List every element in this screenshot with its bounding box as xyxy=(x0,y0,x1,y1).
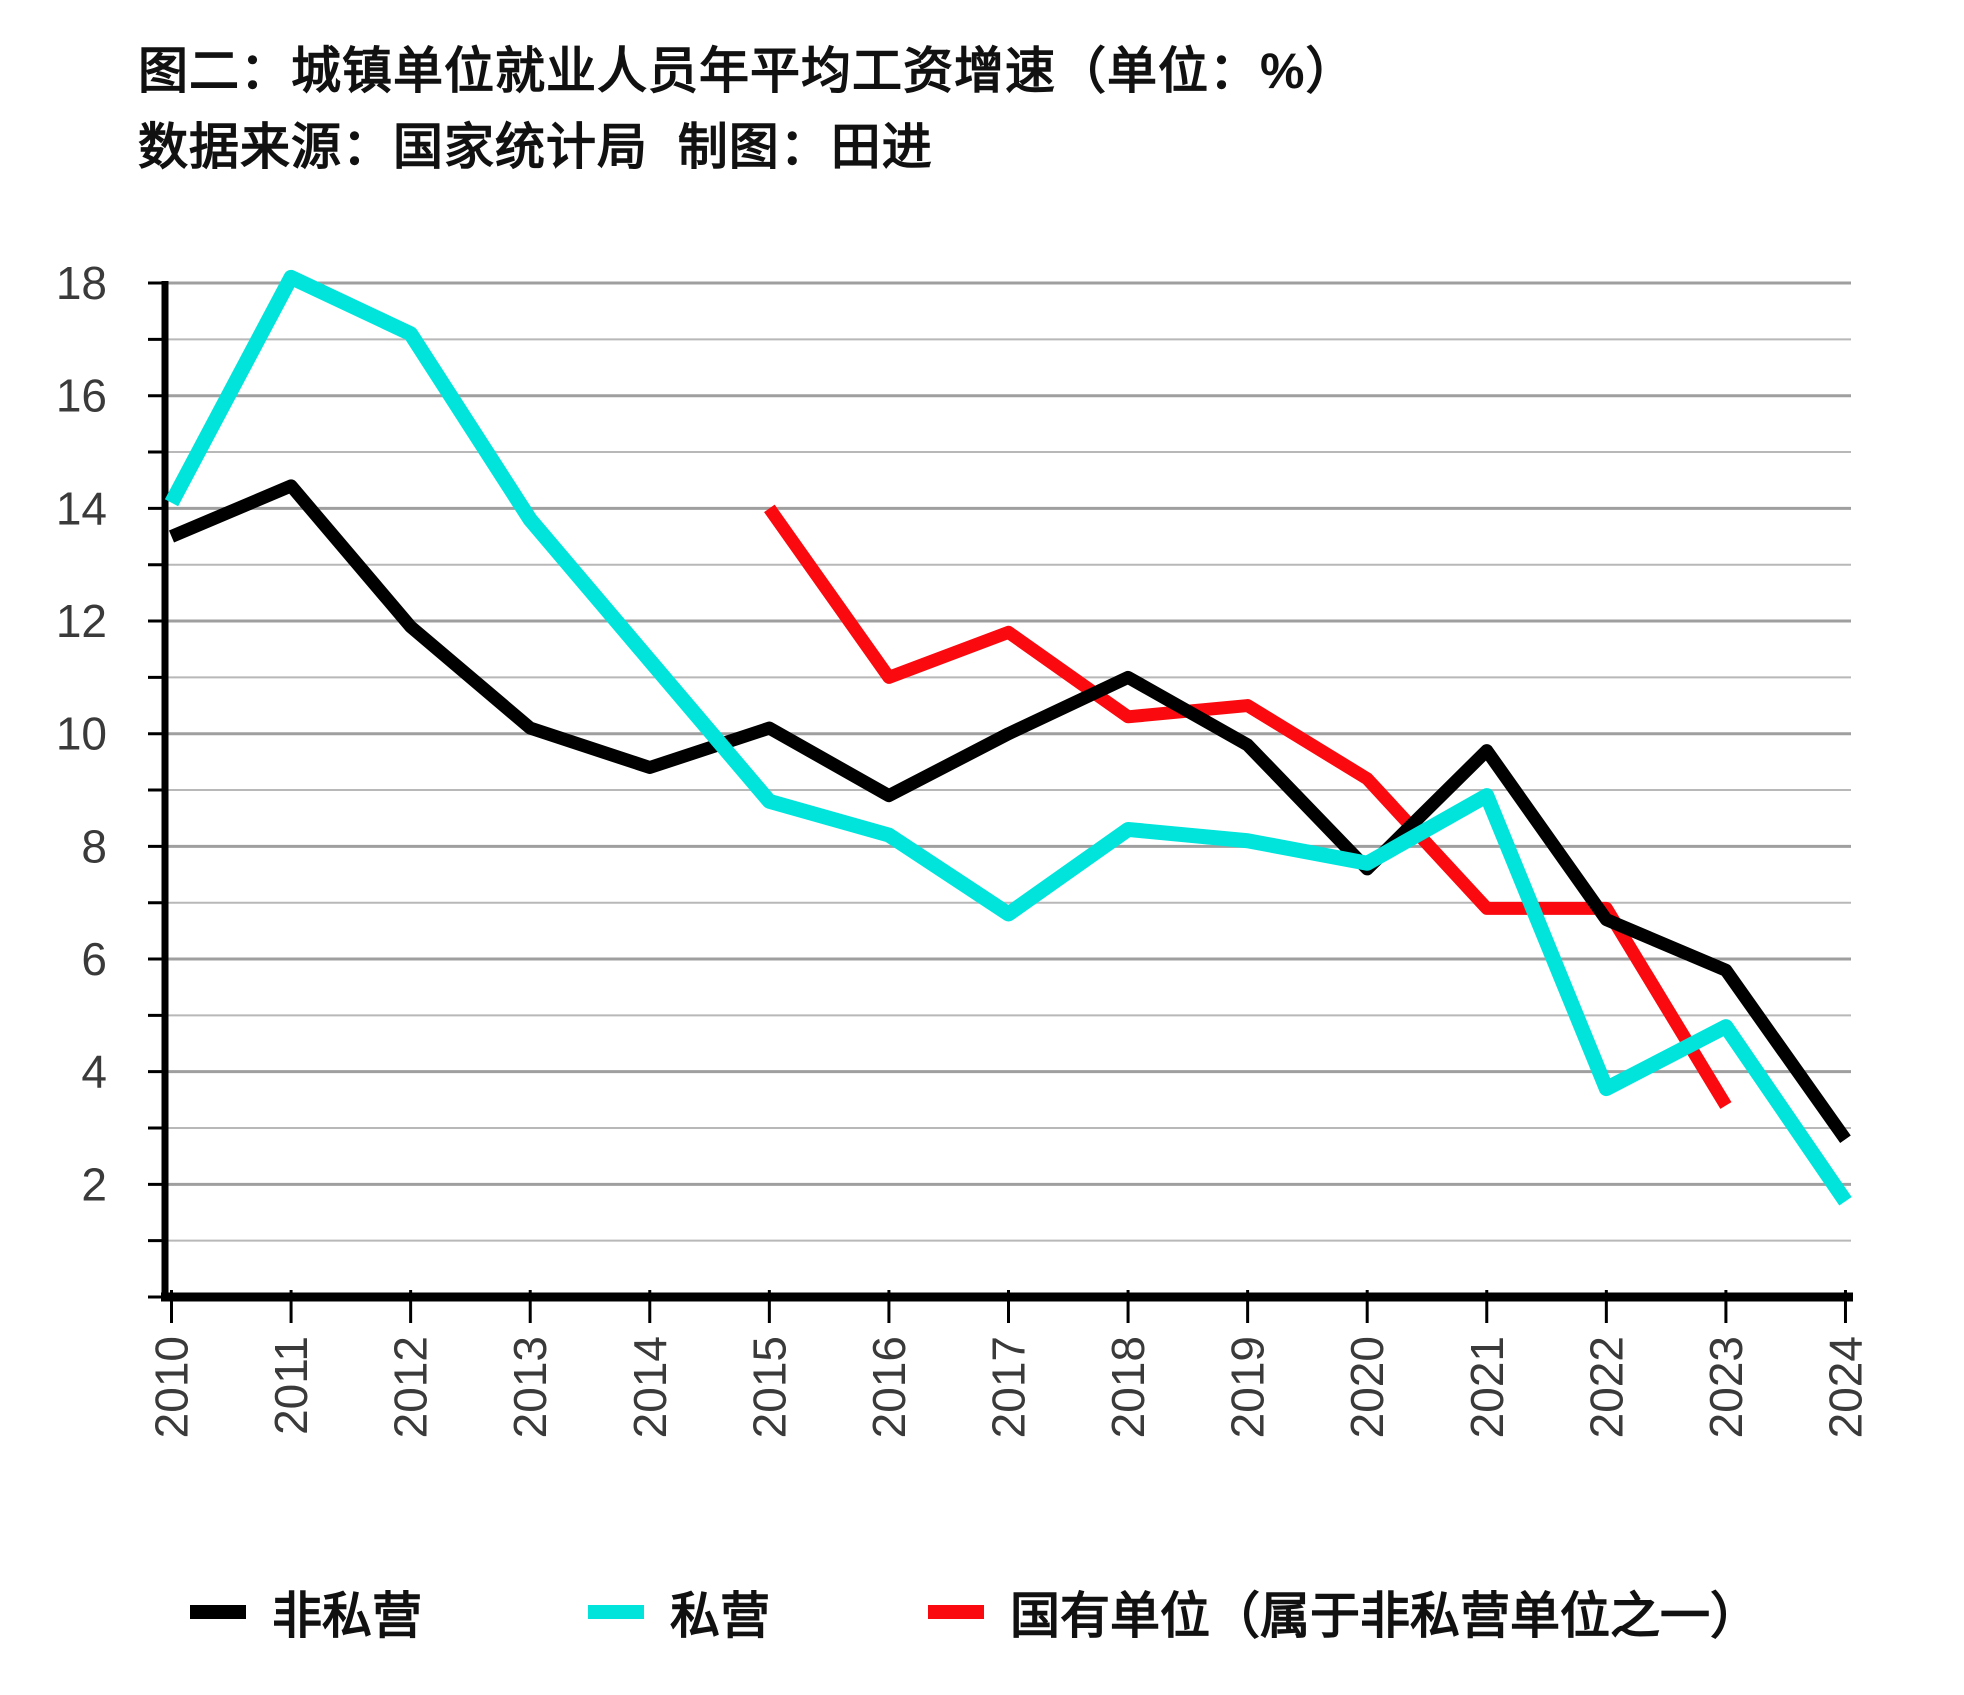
legend-item-non-private: 非私营 xyxy=(190,1572,422,1652)
x-tick-label: 2014 xyxy=(624,1336,676,1438)
y-tick-label: 6 xyxy=(81,933,107,985)
x-tick-label: 2015 xyxy=(743,1336,795,1438)
x-tick-label: 2020 xyxy=(1341,1336,1393,1438)
x-tick-label: 2011 xyxy=(265,1336,317,1435)
y-tick-label: 12 xyxy=(56,595,107,647)
x-tick-label: 2018 xyxy=(1102,1336,1154,1438)
legend-swatch-private xyxy=(588,1605,644,1619)
x-tick-label: 2022 xyxy=(1580,1336,1632,1438)
chart-title: 图二：城镇单位就业人员年平均工资增速（单位：%） xyxy=(138,43,1357,99)
legend-label-non-private: 非私营 xyxy=(272,1588,422,1644)
x-tick-label: 2017 xyxy=(982,1336,1034,1438)
y-tick-label: 18 xyxy=(56,257,107,309)
legend-label-private: 私营 xyxy=(670,1588,770,1644)
x-tick-label: 2024 xyxy=(1819,1336,1871,1438)
y-tick-label: 4 xyxy=(81,1046,107,1098)
x-tick-label: 2021 xyxy=(1461,1336,1513,1438)
legend-item-state-owned: 国有单位（属于非私营单位之一） xyxy=(928,1572,1760,1652)
series-line-non-private xyxy=(168,479,1851,1144)
x-tick-label: 2012 xyxy=(385,1336,437,1438)
y-tick-label: 2 xyxy=(81,1158,107,1210)
y-tick-label: 10 xyxy=(56,708,107,760)
legend-item-private: 私营 xyxy=(588,1572,770,1652)
x-tick-label: 2013 xyxy=(504,1336,556,1438)
x-tick-label: 2010 xyxy=(146,1336,198,1438)
series-line-state-owned xyxy=(764,504,1732,1109)
y-tick-label: 8 xyxy=(81,820,107,872)
x-tick-label: 2016 xyxy=(863,1336,915,1438)
legend-swatch-state-owned xyxy=(928,1605,984,1619)
y-tick-label: 14 xyxy=(56,482,107,534)
legend-label-state-owned: 国有单位（属于非私营单位之一） xyxy=(1010,1588,1760,1644)
chart-legend: 非私营 私营 国有单位（属于非私营单位之一） xyxy=(0,1572,1964,1652)
x-tick-label: 2023 xyxy=(1700,1336,1752,1438)
chart-source-note: 数据来源：国家统计局 制图：田进 xyxy=(138,119,933,175)
series-line-private xyxy=(164,269,1852,1206)
y-tick-label: 16 xyxy=(56,370,107,422)
x-tick-label: 2019 xyxy=(1222,1336,1274,1438)
legend-swatch-non-private xyxy=(190,1605,246,1619)
